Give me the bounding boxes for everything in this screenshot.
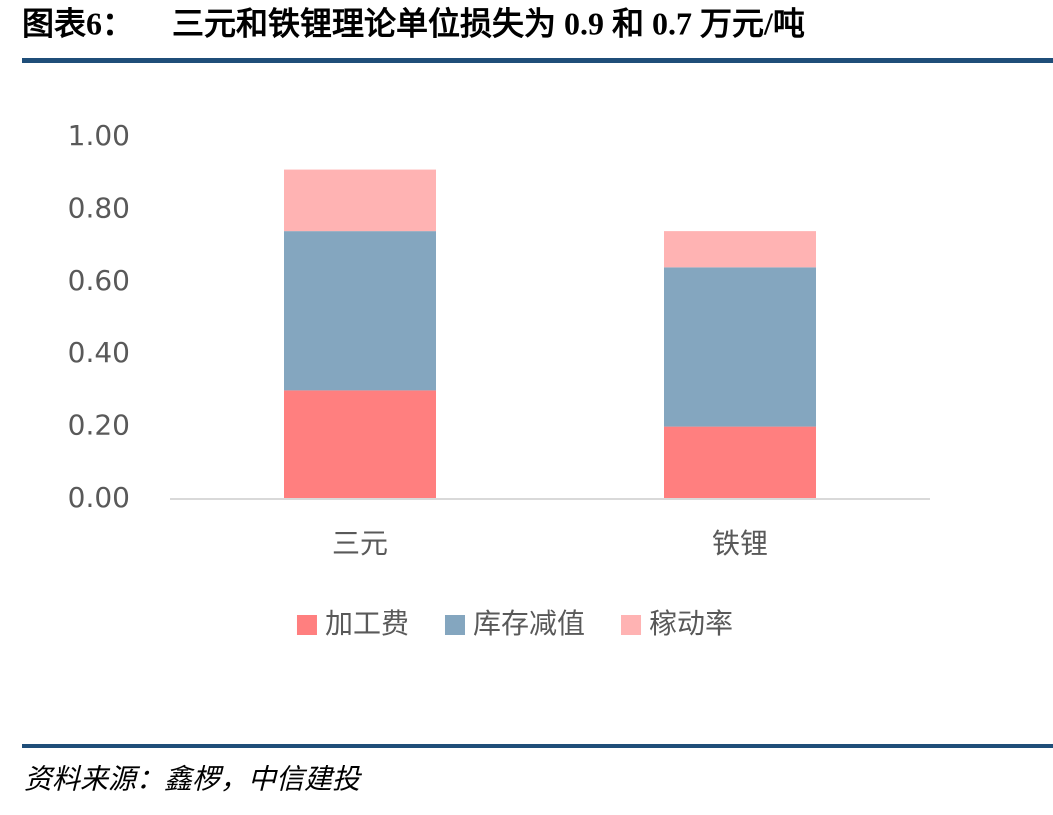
bottom-rule xyxy=(22,744,1053,748)
bar-segment xyxy=(284,231,436,391)
bar-segment xyxy=(664,267,816,427)
y-tick-label: 0.40 xyxy=(68,336,130,369)
y-tick-label: 0.00 xyxy=(68,481,130,514)
x-tick-label: 铁锂 xyxy=(712,527,768,560)
legend-swatch xyxy=(296,615,317,635)
bar-segment xyxy=(664,231,816,268)
top-rule xyxy=(22,58,1053,63)
chart-title: 三元和铁锂理论单位损失为 0.9 和 0.7 万元/吨 xyxy=(172,5,805,41)
legend-label: 加工费 xyxy=(325,607,409,640)
bar-segment xyxy=(284,169,436,232)
source: 资料来源：鑫椤，中信建投 xyxy=(24,764,363,795)
legend-swatch xyxy=(621,615,642,635)
y-tick-label: 1.00 xyxy=(68,119,130,152)
x-tick-label: 三元 xyxy=(332,527,388,560)
y-tick-label: 0.20 xyxy=(68,409,130,442)
legend-label: 库存减值 xyxy=(473,607,585,640)
y-tick-label: 0.60 xyxy=(68,264,130,297)
legend-label: 稼动率 xyxy=(649,607,733,640)
figure-label: 图表6： xyxy=(22,5,134,41)
bar-segment xyxy=(664,426,816,499)
y-tick-label: 0.80 xyxy=(68,191,130,224)
bar-segment xyxy=(284,390,436,499)
legend-swatch xyxy=(444,615,465,635)
